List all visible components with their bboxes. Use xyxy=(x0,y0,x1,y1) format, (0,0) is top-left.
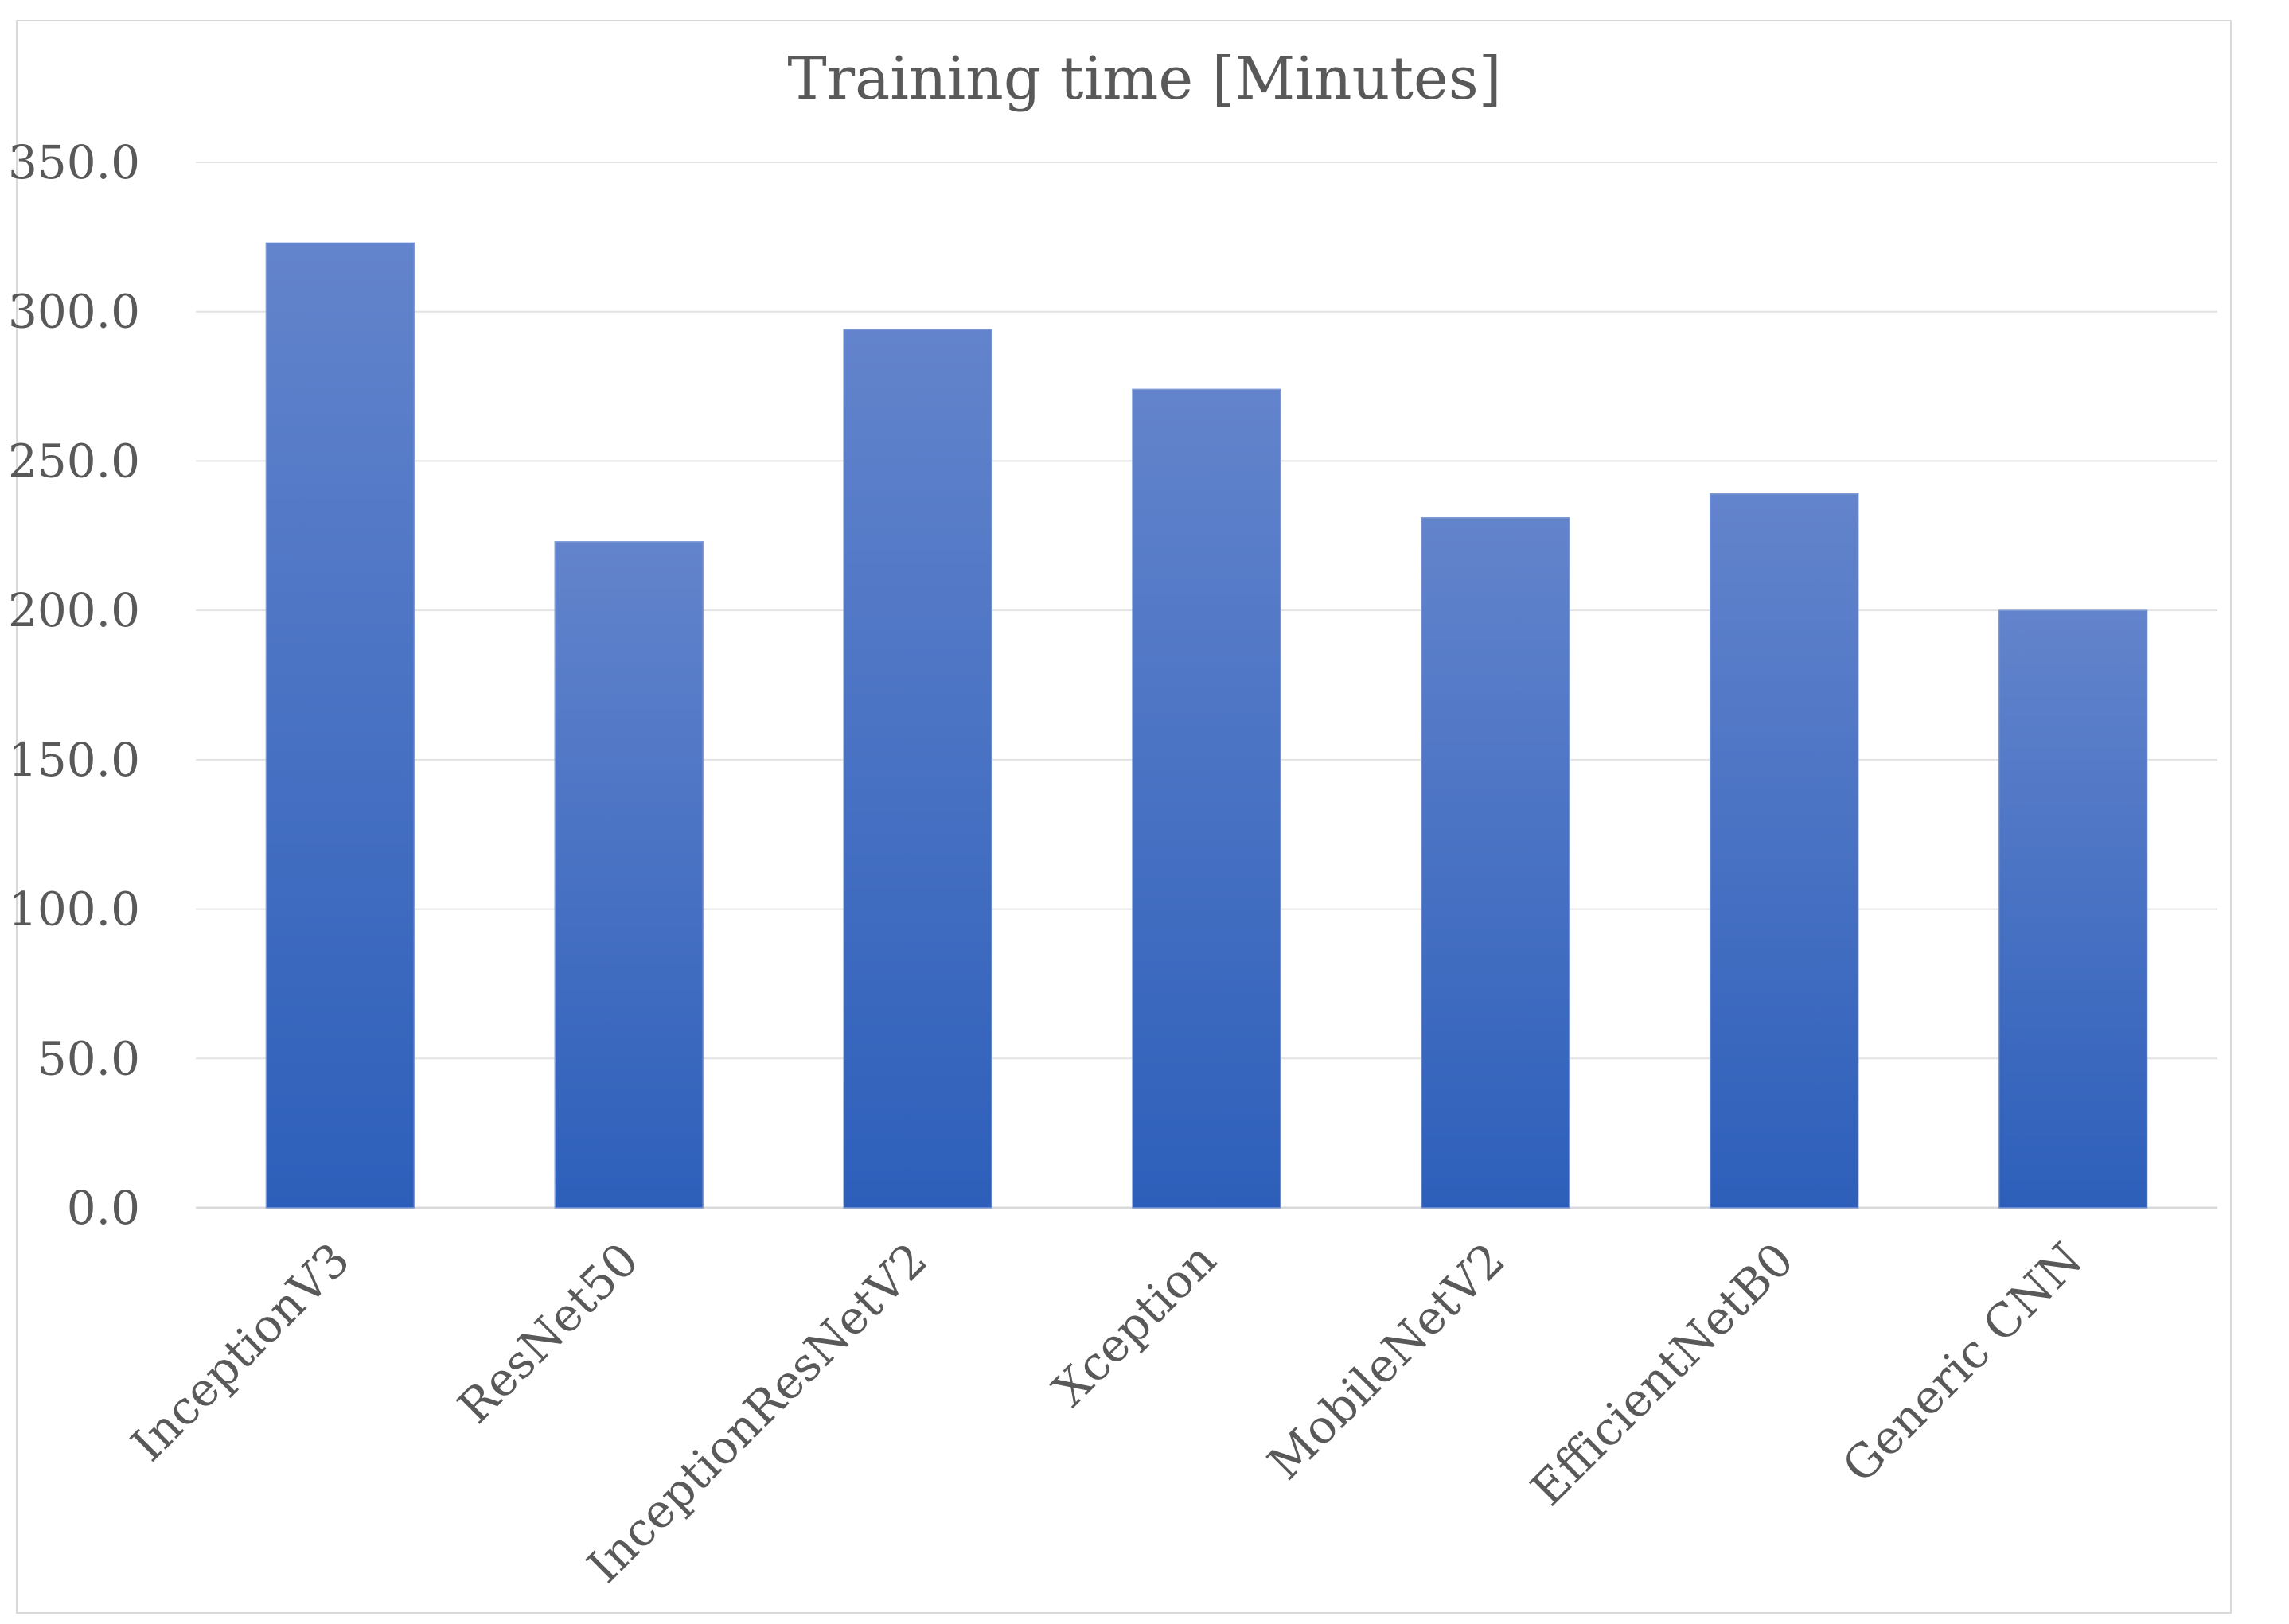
chart-title: Training time [Minutes] xyxy=(787,45,1501,113)
bar-efficientnetb0 xyxy=(1709,493,1859,1209)
bar-inceptionv3 xyxy=(265,242,415,1209)
bars xyxy=(265,242,2148,1209)
x-category-label: EfficientNetB0 xyxy=(1520,1233,1804,1516)
x-category-label: Generic CNN xyxy=(1832,1233,2093,1494)
bar-resnet50 xyxy=(554,541,704,1209)
y-tick-label: 250.0 xyxy=(8,434,140,488)
x-category-label: ResNet50 xyxy=(447,1233,649,1434)
bar-xception xyxy=(1132,388,1281,1209)
y-tick-label: 200.0 xyxy=(8,583,140,637)
x-category-label: MobileNetV2 xyxy=(1258,1233,1515,1490)
x-category-label: InceptionV3 xyxy=(121,1233,361,1472)
y-tick-label: 100.0 xyxy=(8,882,140,937)
x-category-label: Xception xyxy=(1042,1233,1226,1416)
y-tick-label: 0.0 xyxy=(67,1181,140,1235)
y-axis-ticks: 0.0 50.0 100.0 150.0 200.0 250.0 300.0 350.0 xyxy=(8,135,140,1235)
y-tick-label: 350.0 xyxy=(8,135,140,189)
y-tick-label: 50.0 xyxy=(37,1031,140,1085)
y-tick-label: 300.0 xyxy=(8,285,140,339)
bar-mobilenetv2 xyxy=(1421,517,1570,1209)
bar-generic-cnn xyxy=(1998,609,2148,1209)
bar-inceptionresnetv2 xyxy=(843,329,992,1209)
y-tick-label: 150.0 xyxy=(8,733,140,787)
